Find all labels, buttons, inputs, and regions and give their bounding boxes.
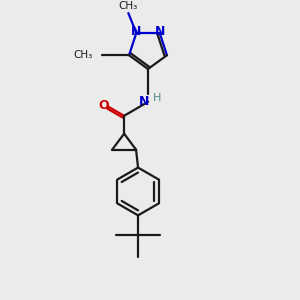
- Text: N: N: [139, 95, 149, 108]
- Text: CH₃: CH₃: [119, 1, 138, 11]
- Text: CH₃: CH₃: [73, 50, 92, 60]
- Text: H: H: [153, 93, 161, 103]
- Text: N: N: [154, 26, 165, 38]
- Text: O: O: [98, 99, 109, 112]
- Text: N: N: [131, 26, 142, 38]
